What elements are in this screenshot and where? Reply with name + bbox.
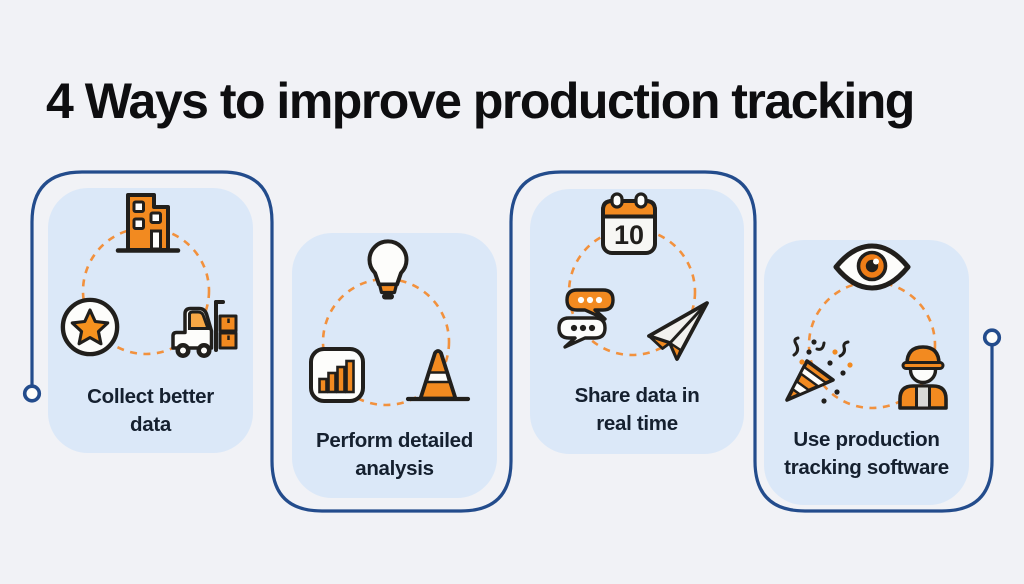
eye-icon xyxy=(833,243,911,291)
dashed-circle xyxy=(81,226,211,356)
dashed-circle xyxy=(567,227,697,357)
connector-endpoint-right xyxy=(982,328,1002,347)
forklift-icon xyxy=(171,300,238,358)
card-label-line1: Perform detailed xyxy=(316,429,473,452)
bar-chart-icon xyxy=(309,347,365,403)
dashed-circle xyxy=(321,277,451,407)
card-use-production-tracking-software: Use production tracking software xyxy=(764,240,969,505)
connector-line xyxy=(30,170,994,513)
card-label-line2: tracking software xyxy=(784,456,949,479)
page-title: 4 Ways to improve production tracking xyxy=(46,73,915,129)
building-icon xyxy=(115,193,181,253)
card-label: Use production tracking software xyxy=(764,426,969,482)
party-popper-icon xyxy=(785,336,853,404)
card-label-line2: analysis xyxy=(355,457,434,480)
chat-bubbles-icon xyxy=(557,288,615,349)
card-share-data-in-real-time: 10 Share data in real time xyxy=(530,189,744,454)
card-perform-detailed-analysis: Perform detailed analysis xyxy=(292,233,497,498)
card-label-line2: data xyxy=(130,413,171,436)
card-label: Share data in real time xyxy=(530,382,744,438)
construction-worker-icon xyxy=(898,345,948,410)
calendar-day: 10 xyxy=(614,220,644,250)
card-label: Collect better data xyxy=(48,383,253,439)
traffic-cone-icon xyxy=(405,349,471,402)
connector-endpoint-left xyxy=(22,384,42,403)
card-label-line1: Collect better xyxy=(87,385,214,408)
paper-plane-icon xyxy=(647,301,709,361)
card-label-line1: Share data in xyxy=(574,384,700,407)
dashed-circle xyxy=(807,280,937,410)
star-badge-icon xyxy=(60,297,120,357)
lightbulb-icon xyxy=(367,239,409,300)
calendar-icon: 10 xyxy=(601,192,657,255)
card-label: Perform detailed analysis xyxy=(292,427,497,483)
card-label-line1: Use production xyxy=(793,428,940,451)
card-label-line2: real time xyxy=(596,412,678,435)
card-collect-better-data: Collect better data xyxy=(48,188,253,453)
